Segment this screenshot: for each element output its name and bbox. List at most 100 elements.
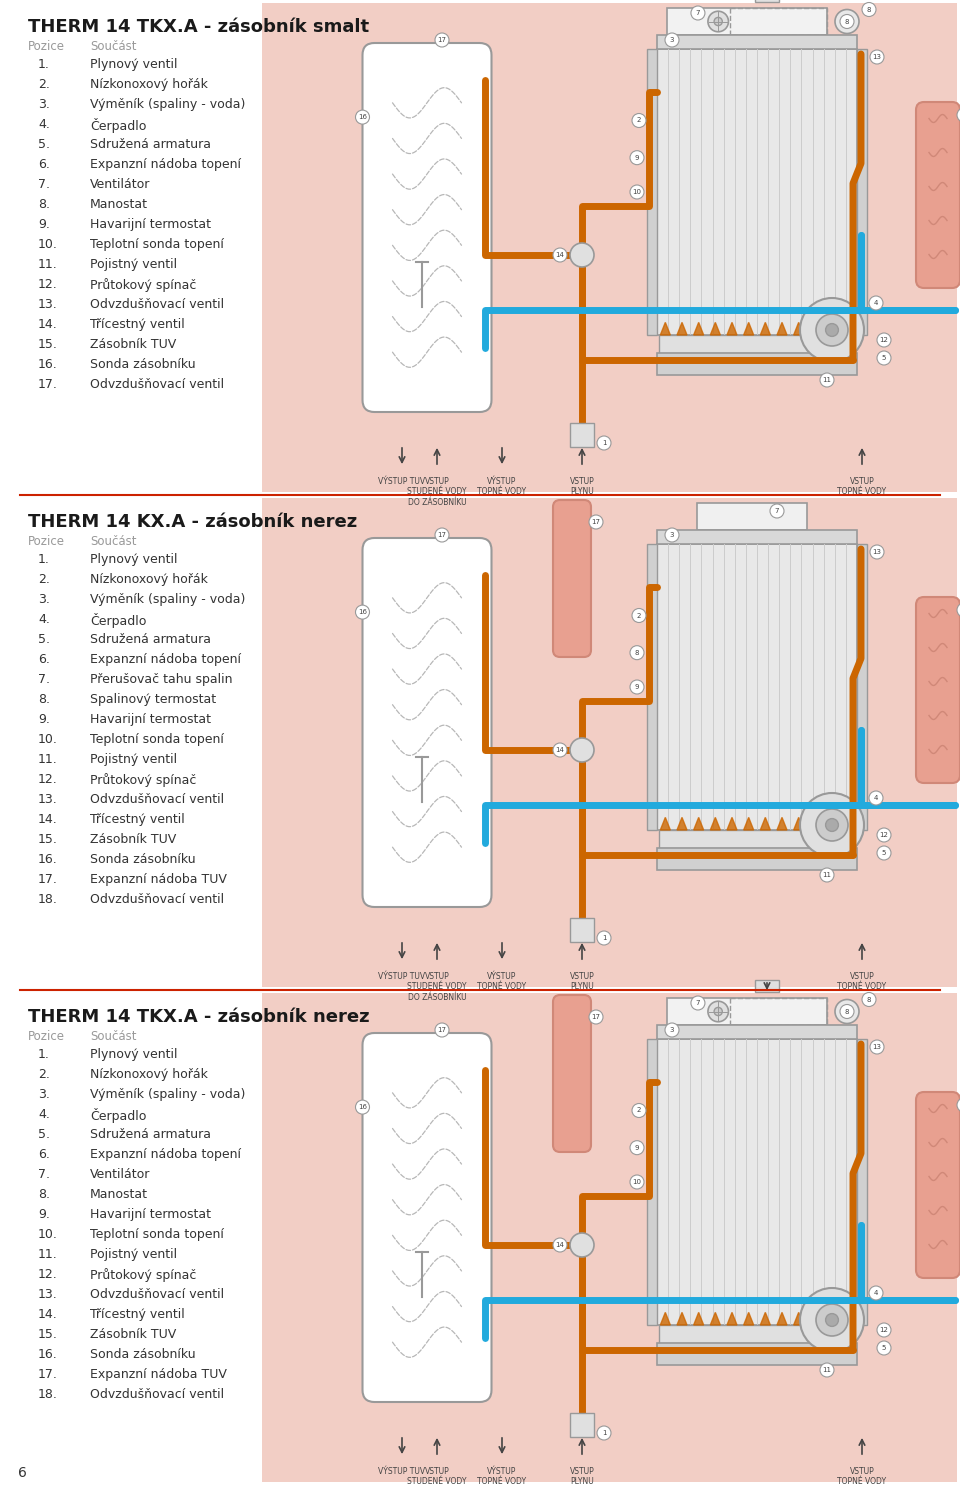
Text: Pozice: Pozice [28,535,65,548]
Bar [659,1325,855,1342]
Polygon shape [727,322,737,336]
Circle shape [691,6,705,19]
Polygon shape [777,1313,787,1325]
Bar [857,49,867,336]
Text: 4.: 4. [38,1108,50,1121]
Text: 16.: 16. [38,358,58,371]
Text: 4: 4 [874,300,878,306]
Text: Čerpadlo: Čerpadlo [90,1108,146,1123]
Polygon shape [777,322,787,336]
Text: THERM 14 TKX.A - zásobník smalt: THERM 14 TKX.A - zásobník smalt [28,18,370,36]
Text: 13.: 13. [38,793,58,806]
Text: 9.: 9. [38,713,50,726]
Text: 15.: 15. [38,1328,58,1341]
Text: Čerpadlo: Čerpadlo [90,117,146,134]
Circle shape [835,9,859,34]
Polygon shape [744,817,754,830]
Circle shape [820,869,834,882]
FancyBboxPatch shape [363,1034,492,1402]
Text: 11.: 11. [38,258,58,270]
Text: 17: 17 [438,1028,446,1034]
Bar [570,918,594,941]
Text: 9: 9 [635,685,639,691]
Text: VSTUP
PLYNU: VSTUP PLYNU [569,973,594,992]
Text: VSTUP
TOPNÉ VODY: VSTUP TOPNÉ VODY [837,477,887,496]
Polygon shape [727,1313,737,1325]
Text: 9.: 9. [38,1207,50,1221]
Bar [657,544,857,830]
Text: Součást: Součást [90,535,136,548]
Text: 2: 2 [636,117,641,123]
Polygon shape [827,817,837,830]
Text: VÝSTUP TUV: VÝSTUP TUV [378,1467,425,1476]
Text: Odvzdušňovací ventil: Odvzdušňovací ventil [90,1388,224,1400]
Text: Teplotní sonda topení: Teplotní sonda topení [90,1228,224,1241]
Bar [0,0,960,495]
Polygon shape [677,322,687,336]
Circle shape [800,298,864,362]
Text: Pojistný ventil: Pojistný ventil [90,1247,178,1261]
Text: Sdružená armatura: Sdružená armatura [90,633,211,646]
Circle shape [877,333,891,347]
Text: 12.: 12. [38,1268,58,1282]
Circle shape [632,609,646,622]
Text: Teplotní sonda topení: Teplotní sonda topení [90,238,224,251]
Text: 13: 13 [873,1044,881,1050]
Polygon shape [794,1313,804,1325]
Polygon shape [694,817,704,830]
Circle shape [708,1001,729,1022]
Circle shape [589,515,603,529]
Text: 6.: 6. [38,157,50,171]
FancyBboxPatch shape [363,43,492,411]
Text: 6.: 6. [38,1148,50,1161]
Text: 10: 10 [633,189,641,195]
Circle shape [877,1341,891,1354]
Text: 17.: 17. [38,873,58,887]
Text: 5.: 5. [38,138,50,151]
Text: 17.: 17. [38,1368,58,1381]
Text: 8: 8 [635,649,639,656]
Circle shape [630,186,644,199]
Bar [0,990,960,1485]
Circle shape [835,999,859,1023]
Text: 13: 13 [873,53,881,59]
Polygon shape [794,817,804,830]
Text: Sdružená armatura: Sdružená armatura [90,138,211,151]
Circle shape [691,996,705,1010]
Circle shape [862,3,876,16]
Circle shape [570,244,594,267]
Text: Součást: Součást [90,40,136,53]
Circle shape [816,1304,848,1336]
Circle shape [862,992,876,1007]
Bar [667,7,827,36]
Text: Odvzdušňovací ventil: Odvzdušňovací ventil [90,1287,224,1301]
Text: VÝSTUP
TOPNÉ VODY: VÝSTUP TOPNÉ VODY [477,477,527,496]
Text: 18.: 18. [38,1388,58,1400]
Circle shape [597,437,611,450]
Bar [755,980,779,992]
Text: 1.: 1. [38,58,50,71]
Text: Manostat: Manostat [90,1188,148,1201]
Bar [647,49,657,336]
Circle shape [820,1363,834,1377]
Text: 17.: 17. [38,379,58,391]
Text: Třícestný ventil: Třícestný ventil [90,318,184,331]
Text: Odvzdušňovací ventil: Odvzdušňovací ventil [90,892,224,906]
Polygon shape [810,817,821,830]
Bar [262,497,957,988]
Circle shape [632,1103,646,1118]
Text: 12: 12 [879,1328,888,1334]
Text: 14.: 14. [38,1308,58,1322]
Circle shape [957,1097,960,1112]
Circle shape [435,1023,449,1037]
Text: 16: 16 [358,114,367,120]
Circle shape [826,1314,838,1326]
Polygon shape [777,817,787,830]
Text: 17: 17 [591,518,601,526]
Text: Pozice: Pozice [28,40,65,53]
Circle shape [597,931,611,944]
Text: 17: 17 [438,37,446,43]
Text: 17: 17 [591,1014,601,1020]
Bar [697,503,807,530]
Circle shape [877,1323,891,1336]
